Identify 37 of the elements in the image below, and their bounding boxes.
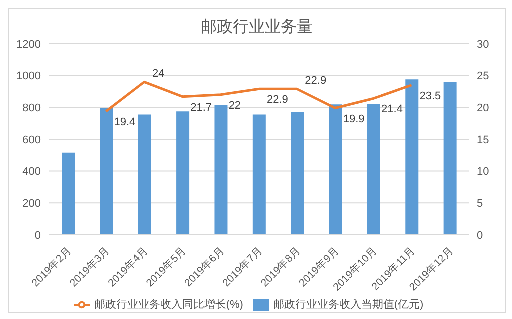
y2-tick-label: 25 [477,70,490,83]
data-label: 21.4 [382,104,403,116]
data-label: 23.5 [420,90,442,102]
data-label: 19.9 [343,113,365,126]
data-label: 21.7 [190,102,212,114]
bar [252,114,266,235]
legend-label: 邮政行业业务收入同比增长(%) [94,298,244,311]
bar [329,104,342,235]
bar [444,82,457,235]
y-tick-label: 0 [34,230,41,242]
y2-tick-label: 10 [477,166,490,178]
y-tick-label: 1200 [16,38,41,51]
data-label: 22.9 [305,75,327,88]
y-tick-label: 200 [22,198,41,210]
bar [367,104,380,235]
data-label: 24 [152,68,165,80]
legend-label: 邮政行业业务收入当期值(亿元) [273,298,424,311]
y2-tick-label: 0 [477,230,484,242]
y-tick-label: 800 [22,102,41,115]
data-label: 22.9 [267,94,288,106]
data-label: 19.4 [114,116,136,128]
bar [138,114,152,235]
y-tick-label: 1000 [16,70,41,83]
y2-tick-label: 15 [477,134,490,146]
data-label: 22 [228,100,242,112]
y2-tick-label: 5 [477,198,484,210]
bar [406,80,419,235]
y2-tick-label: 20 [477,102,490,115]
bar [62,152,75,235]
bar [100,108,114,235]
bar [176,112,190,235]
y-tick-label: 600 [22,134,41,146]
y2-tick-label: 30 [477,38,490,51]
chart-title: 邮政行业业务量 [200,18,314,38]
y-tick-label: 400 [22,166,41,178]
bar [291,112,304,235]
bar [214,105,228,235]
